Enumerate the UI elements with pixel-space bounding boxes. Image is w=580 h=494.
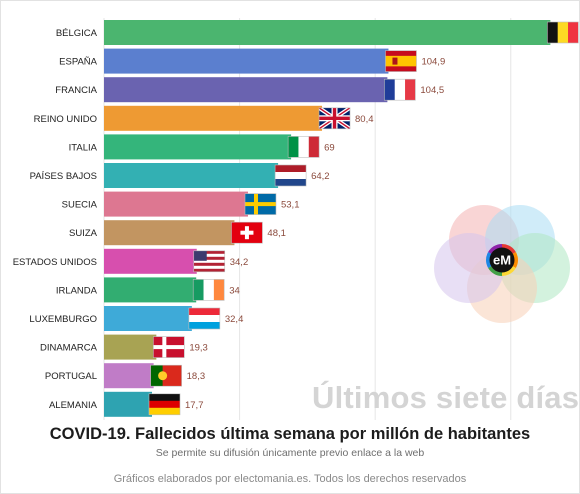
value-label: 104,9 <box>421 57 445 68</box>
category-label: ESTADOS UNIDOS <box>13 257 97 268</box>
bar <box>104 363 154 389</box>
bar <box>104 277 197 303</box>
value-label: 34 <box>229 285 240 296</box>
bar-row: ESTADOS UNIDOS 34,2 <box>13 248 249 274</box>
bar <box>104 105 323 131</box>
category-label: REINO UNIDO <box>34 114 97 125</box>
bar-row: SUECIA 53,1 <box>62 191 300 217</box>
uk-flag <box>318 107 351 130</box>
watermark: Últimos siete días <box>312 380 580 415</box>
category-label: DINAMARCA <box>40 343 98 354</box>
bars: BÉLGICA164,6 ESPAÑA 104,9 FRANCIA 104,5 REINO… <box>13 20 579 417</box>
bar-row: LUXEMBURGO 32,4 <box>29 306 243 331</box>
category-label: SUIZA <box>69 228 98 239</box>
france-flag <box>384 78 416 101</box>
bar-chart: eM BÉLGICA164,6 ESPAÑA 104,9 FRANCIA 104,5 RE… <box>13 18 579 420</box>
bar <box>104 48 389 74</box>
value-label: 53,1 <box>281 200 300 211</box>
germany-flag <box>148 393 181 416</box>
value-label: 17,7 <box>185 400 204 411</box>
category-label: FRANCIA <box>55 85 97 96</box>
bar <box>104 77 388 103</box>
bar <box>104 163 279 188</box>
bar-row: BÉLGICA164,6 <box>56 20 579 45</box>
bar-row: ITALIA 69 <box>69 134 335 160</box>
logo-petal <box>434 233 504 303</box>
value-label: 18,3 <box>187 371 206 382</box>
category-label: ESPAÑA <box>59 57 98 68</box>
italy-flag <box>287 136 320 158</box>
bar-row: SUIZA 48,1 <box>69 220 286 246</box>
category-label: ALEMANIA <box>49 400 98 411</box>
bar <box>104 248 197 274</box>
value-label: 104,5 <box>420 85 444 96</box>
spain-flag <box>385 50 417 72</box>
value-label: 19,3 <box>189 343 208 354</box>
bar-row: PAÍSES BAJOS 64,2 <box>30 163 330 188</box>
value-label: 80,4 <box>355 114 374 125</box>
portugal-flag <box>150 364 182 387</box>
bar-row: FRANCIA 104,5 <box>55 77 444 103</box>
bar <box>104 334 157 360</box>
bar-row: IRLANDA 34 <box>56 277 240 303</box>
category-label: PAÍSES BAJOS <box>30 171 97 182</box>
footer-credit: Gráficos elaborados por electomania.es. … <box>113 473 467 485</box>
logo-text: eM <box>493 253 511 268</box>
bar <box>104 306 192 331</box>
value-label: 69 <box>324 142 335 153</box>
sweden-flag <box>244 193 277 215</box>
bar-row: ALEMANIA 17,7 <box>49 391 204 417</box>
bar-row: PORTUGAL 18,3 <box>45 363 206 389</box>
category-label: BÉLGICA <box>56 28 98 39</box>
category-label: LUXEMBURGO <box>29 314 97 325</box>
value-label: 32,4 <box>225 314 244 325</box>
value-label: 64,2 <box>311 171 330 182</box>
bar <box>104 134 292 160</box>
logo-core <box>489 247 515 273</box>
bar <box>104 391 152 417</box>
bar <box>104 20 551 45</box>
luxembourg-flag <box>188 307 221 330</box>
belgium-flag <box>547 21 579 44</box>
bar-row: ESPAÑA 104,9 <box>59 48 445 74</box>
value-label: 34,2 <box>230 257 249 268</box>
category-label: PORTUGAL <box>45 371 97 382</box>
bar-row: REINO UNIDO 80,4 <box>34 105 374 131</box>
netherlands-flag <box>274 164 307 187</box>
category-label: IRLANDA <box>56 285 98 296</box>
bar <box>104 220 235 246</box>
bar-row: DINAMARCA 19,3 <box>40 334 208 360</box>
chart-title: COVID-19. Fallecidos última semana por m… <box>49 425 531 443</box>
bar <box>104 191 248 217</box>
denmark-flag <box>153 336 185 358</box>
switzerland-flag <box>231 221 263 244</box>
chart-subtitle: Se permite su difusión únicamente previo… <box>155 447 425 459</box>
electomania-logo: eM <box>434 205 570 323</box>
usa-flag <box>193 250 226 273</box>
ireland-flag <box>192 279 225 301</box>
value-label: 48,1 <box>267 228 286 239</box>
category-label: SUECIA <box>62 200 98 211</box>
category-label: ITALIA <box>69 142 98 153</box>
